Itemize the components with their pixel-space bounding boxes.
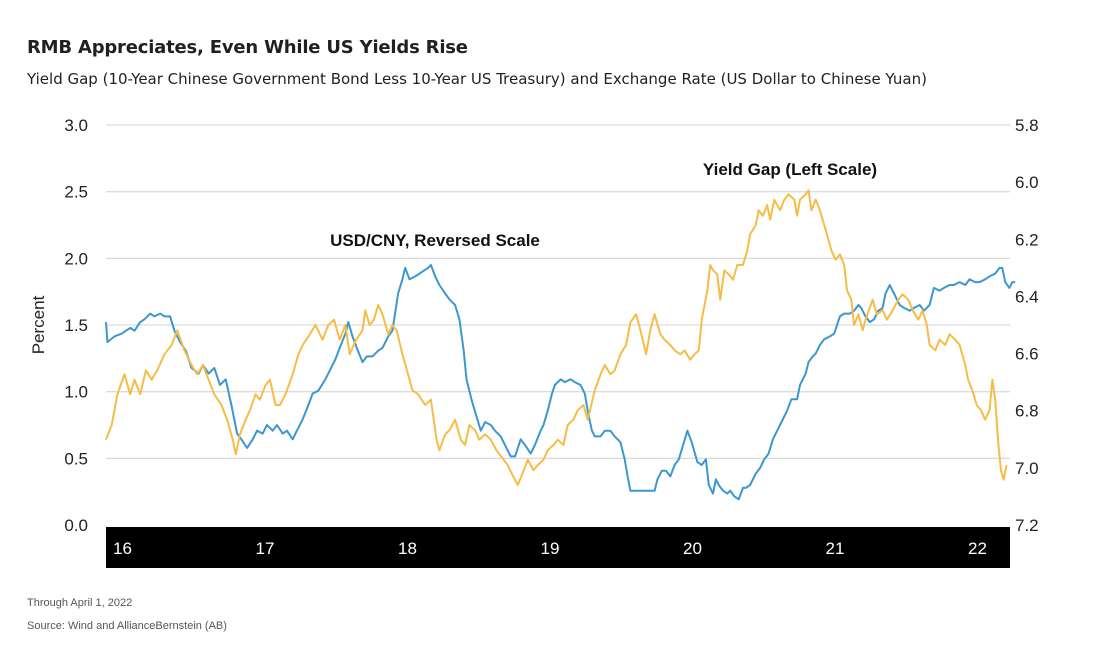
footnote-source: Source: Wind and AllianceBernstein (AB) [27,620,227,632]
footnote-through-date: Through April 1, 2022 [27,597,133,609]
series-line-usdcny [105,264,1016,501]
left-axis-ticks: 0.0 0.5 1.0 1.5 2.0 2.5 3.0 [64,116,88,535]
y2-tick-label: 6.2 [1015,230,1039,249]
y2-tick-label: 6.4 [1015,287,1039,306]
y-tick-label: 2.0 [64,249,88,268]
x-axis-ticks: 16 17 18 19 20 21 22 [113,539,987,558]
y-tick-label: 0.5 [64,449,88,468]
y2-tick-label: 6.0 [1015,173,1039,192]
x-tick-label: 21 [826,539,845,558]
y2-tick-label: 6.8 [1015,402,1039,421]
chart-title: RMB Appreciates, Even While US Yields Ri… [27,37,468,58]
annotation-usdcny: USD/CNY, Reversed Scale [330,231,540,250]
y-tick-label: 0.0 [64,516,88,535]
series-line-yield-gap [105,189,1008,486]
y-tick-label: 1.5 [64,316,88,335]
y-tick-label: 3.0 [64,116,88,135]
y2-tick-label: 7.0 [1015,459,1039,478]
x-tick-label: 19 [541,539,560,558]
y2-tick-label: 5.8 [1015,116,1039,135]
chart-subtitle: Yield Gap (10-Year Chinese Government Bo… [27,70,927,88]
y-tick-label: 2.5 [64,183,88,202]
x-tick-label: 17 [256,539,275,558]
y2-tick-label: 6.6 [1015,345,1039,364]
annotation-yield-gap: Yield Gap (Left Scale) [703,160,877,179]
y-axis-label: Percent [29,295,48,354]
x-axis-band [106,527,1010,568]
series-lines [105,189,1016,501]
y-tick-label: 1.0 [64,383,88,402]
gridlines [106,124,1010,459]
x-tick-label: 18 [398,539,417,558]
y2-tick-label: 7.2 [1015,516,1039,535]
x-tick-label: 22 [968,539,987,558]
x-tick-label: 20 [683,539,702,558]
x-tick-label: 16 [113,539,132,558]
right-axis-ticks: 7.2 7.0 6.8 6.6 6.4 6.2 6.0 5.8 [1015,116,1039,535]
